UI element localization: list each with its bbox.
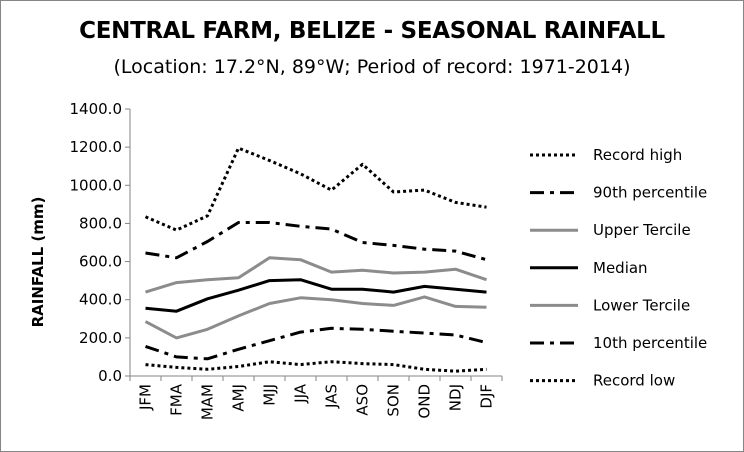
- x-tick-label: FMA: [168, 383, 186, 416]
- series-line-4: [144, 295, 487, 340]
- x-tick-label: JAS: [323, 384, 341, 409]
- y-tick-label: 1200.0: [70, 138, 123, 156]
- series-line-6: [145, 360, 487, 373]
- series-line-0: [144, 146, 487, 232]
- y-axis: 0.0 200.0 400.0 600.0 800.0 1000.0 1200.0 1400.…: [70, 100, 131, 385]
- legend-label: Lower Tercile: [593, 296, 690, 314]
- y-tick-label: 1400.0: [70, 100, 123, 118]
- x-axis: JFM FMA MAM AMJ MJJ JJA JAS ASO SON OND NDJ DJF: [129, 375, 503, 420]
- x-tick-label: SON: [385, 384, 403, 417]
- x-tick-label: NDJ: [447, 384, 465, 411]
- legend-label: Record high: [593, 146, 682, 164]
- y-tick-label: 800.0: [79, 214, 122, 232]
- legend: Record high 90th percentile Upper Tercile M…: [530, 146, 707, 390]
- y-tick-label: 400.0: [79, 291, 122, 309]
- legend-label: Record low: [593, 372, 675, 390]
- series-line-3: [145, 278, 487, 313]
- x-tick-label: MJJ: [261, 384, 279, 406]
- y-tick-label: 1000.0: [70, 176, 123, 194]
- chart-subtitle: (Location: 17.2°N, 89°W; Period of recor…: [113, 56, 631, 78]
- x-tick-label: ASO: [354, 384, 372, 416]
- series-lines: [144, 146, 487, 373]
- series-line-5: [145, 326, 487, 361]
- chart-title: CENTRAL FARM, BELIZE - SEASONAL RAINFALL: [79, 18, 665, 44]
- series-line-2: [145, 256, 487, 294]
- y-tick-label: 600.0: [79, 253, 122, 271]
- y-tick-label: 0.0: [98, 367, 122, 385]
- x-tick-label: OND: [416, 384, 434, 419]
- x-tick-label: AMJ: [230, 384, 248, 412]
- series-line-1: [145, 221, 487, 262]
- x-tick-label: JJA: [292, 383, 310, 404]
- legend-label: 10th percentile: [593, 334, 707, 352]
- y-tick-label: 200.0: [79, 329, 122, 347]
- legend-label: Upper Tercile: [593, 221, 691, 239]
- x-tick-label: DJF: [478, 384, 496, 409]
- x-tick-label: MAM: [199, 384, 217, 420]
- y-axis-label: RAINFALL (mm): [29, 197, 47, 328]
- x-tick-label: JFM: [137, 384, 155, 411]
- legend-label: Median: [593, 259, 648, 277]
- legend-label: 90th percentile: [593, 184, 707, 202]
